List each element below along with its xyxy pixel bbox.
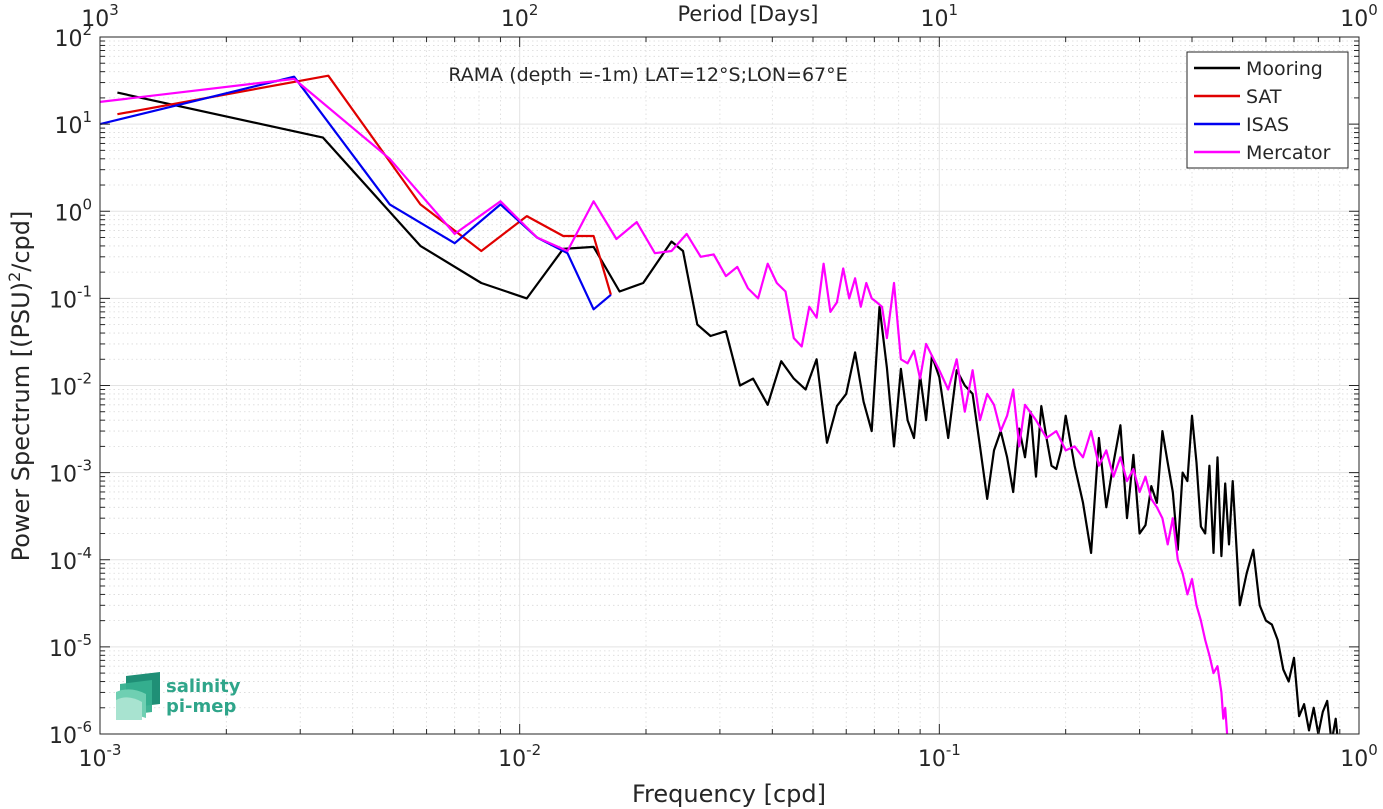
x-tick-base: 10 <box>79 747 107 772</box>
x-tick-label: 100 <box>1340 741 1378 772</box>
y-tick-base: 10 <box>49 463 77 488</box>
series-line-mooring <box>117 91 1339 734</box>
y-tick-base: 10 <box>54 201 82 226</box>
x-axis-label: Frequency [cpd] <box>632 780 826 808</box>
x-tick-label: 10-1 <box>918 741 961 772</box>
y-tick-label: 100 <box>54 195 92 226</box>
axis-ticks <box>99 36 1360 735</box>
series-line-sat <box>117 74 612 296</box>
top-tick-base: 10 <box>1340 7 1368 32</box>
y-tick-label: 10-6 <box>49 718 92 749</box>
series-line-mercator <box>100 77 1229 734</box>
y-tick-exponent: -2 <box>77 370 92 388</box>
y-tick-base: 10 <box>49 376 77 401</box>
y-tick-exponent: -5 <box>77 631 92 649</box>
logo-text-pimep: pi-mep <box>166 696 236 717</box>
y-tick-exponent: -3 <box>77 457 92 475</box>
y-tick-exponent: 0 <box>82 195 92 213</box>
legend-label-isas: ISAS <box>1246 114 1289 136</box>
y-tick-exponent: -1 <box>77 282 92 300</box>
y-tick-base: 10 <box>49 288 77 313</box>
chart-title: RAMA (depth =-1m) LAT=12°S;LON=67°E <box>448 64 847 86</box>
x-tick-base: 10 <box>918 747 946 772</box>
y-axis-label-exponent: 2 <box>5 272 24 282</box>
legend-label-mooring: Mooring <box>1246 58 1323 80</box>
y-tick-exponent: 2 <box>82 21 92 39</box>
y-tick-base: 10 <box>49 724 77 749</box>
x-tick-exponent: -2 <box>526 741 541 759</box>
top-tick-base: 10 <box>501 7 529 32</box>
y-axis-label-main: Power Spectrum [(PSU) <box>7 282 35 561</box>
top-tick-label: 100 <box>1340 1 1378 32</box>
y-tick-label: 10-4 <box>49 544 92 575</box>
y-tick-exponent: 1 <box>82 108 92 126</box>
top-axis-label: Period [Days] <box>678 2 819 26</box>
top-tick-label: 101 <box>921 1 959 32</box>
y-tick-base: 10 <box>54 27 82 52</box>
y-tick-base: 10 <box>49 550 77 575</box>
x-tick-base: 10 <box>1340 747 1368 772</box>
top-tick-exponent: 1 <box>949 1 959 19</box>
y-tick-label: 10-2 <box>49 370 92 401</box>
legend-label-mercator: Mercator <box>1246 142 1331 164</box>
top-tick-exponent: 0 <box>1368 1 1378 19</box>
top-tick-label: 102 <box>501 1 539 32</box>
top-tick-exponent: 3 <box>109 1 119 19</box>
x-tick-exponent: 0 <box>1368 741 1378 759</box>
series-layer <box>100 74 1339 734</box>
y-tick-exponent: -4 <box>77 544 92 562</box>
y-tick-label: 10-3 <box>49 457 92 488</box>
x-tick-base: 10 <box>498 747 526 772</box>
top-tick-base: 10 <box>921 7 949 32</box>
logo-waves-icon <box>116 672 160 720</box>
series-line-isas <box>100 75 612 311</box>
x-tick-exponent: -3 <box>107 741 122 759</box>
y-tick-label: 101 <box>54 108 92 139</box>
legend-box <box>1186 51 1349 169</box>
x-tick-label: 10-2 <box>498 741 541 772</box>
y-axis-label-tail: /cpd] <box>7 211 35 272</box>
x-tick-label: 10-3 <box>79 741 122 772</box>
y-tick-label: 102 <box>54 21 92 52</box>
x-tick-exponent: -1 <box>946 741 961 759</box>
y-axis-label: Power Spectrum [(PSU)2/cpd] <box>5 211 36 562</box>
salinity-pimep-logo: salinity pi-mep <box>116 672 241 720</box>
legend: Mooring SAT ISAS Mercator <box>1186 51 1349 169</box>
legend-label-sat: SAT <box>1246 86 1282 108</box>
top-tick-exponent: 2 <box>529 1 539 19</box>
logo-text-salinity: salinity <box>166 676 241 697</box>
y-tick-exponent: -6 <box>77 718 92 736</box>
top-tick-label: 103 <box>81 1 119 32</box>
top-tick-base: 10 <box>81 7 109 32</box>
y-tick-base: 10 <box>49 637 77 662</box>
y-tick-label: 10-1 <box>49 282 92 313</box>
y-tick-label: 10-5 <box>49 631 92 662</box>
y-tick-base: 10 <box>54 114 82 139</box>
